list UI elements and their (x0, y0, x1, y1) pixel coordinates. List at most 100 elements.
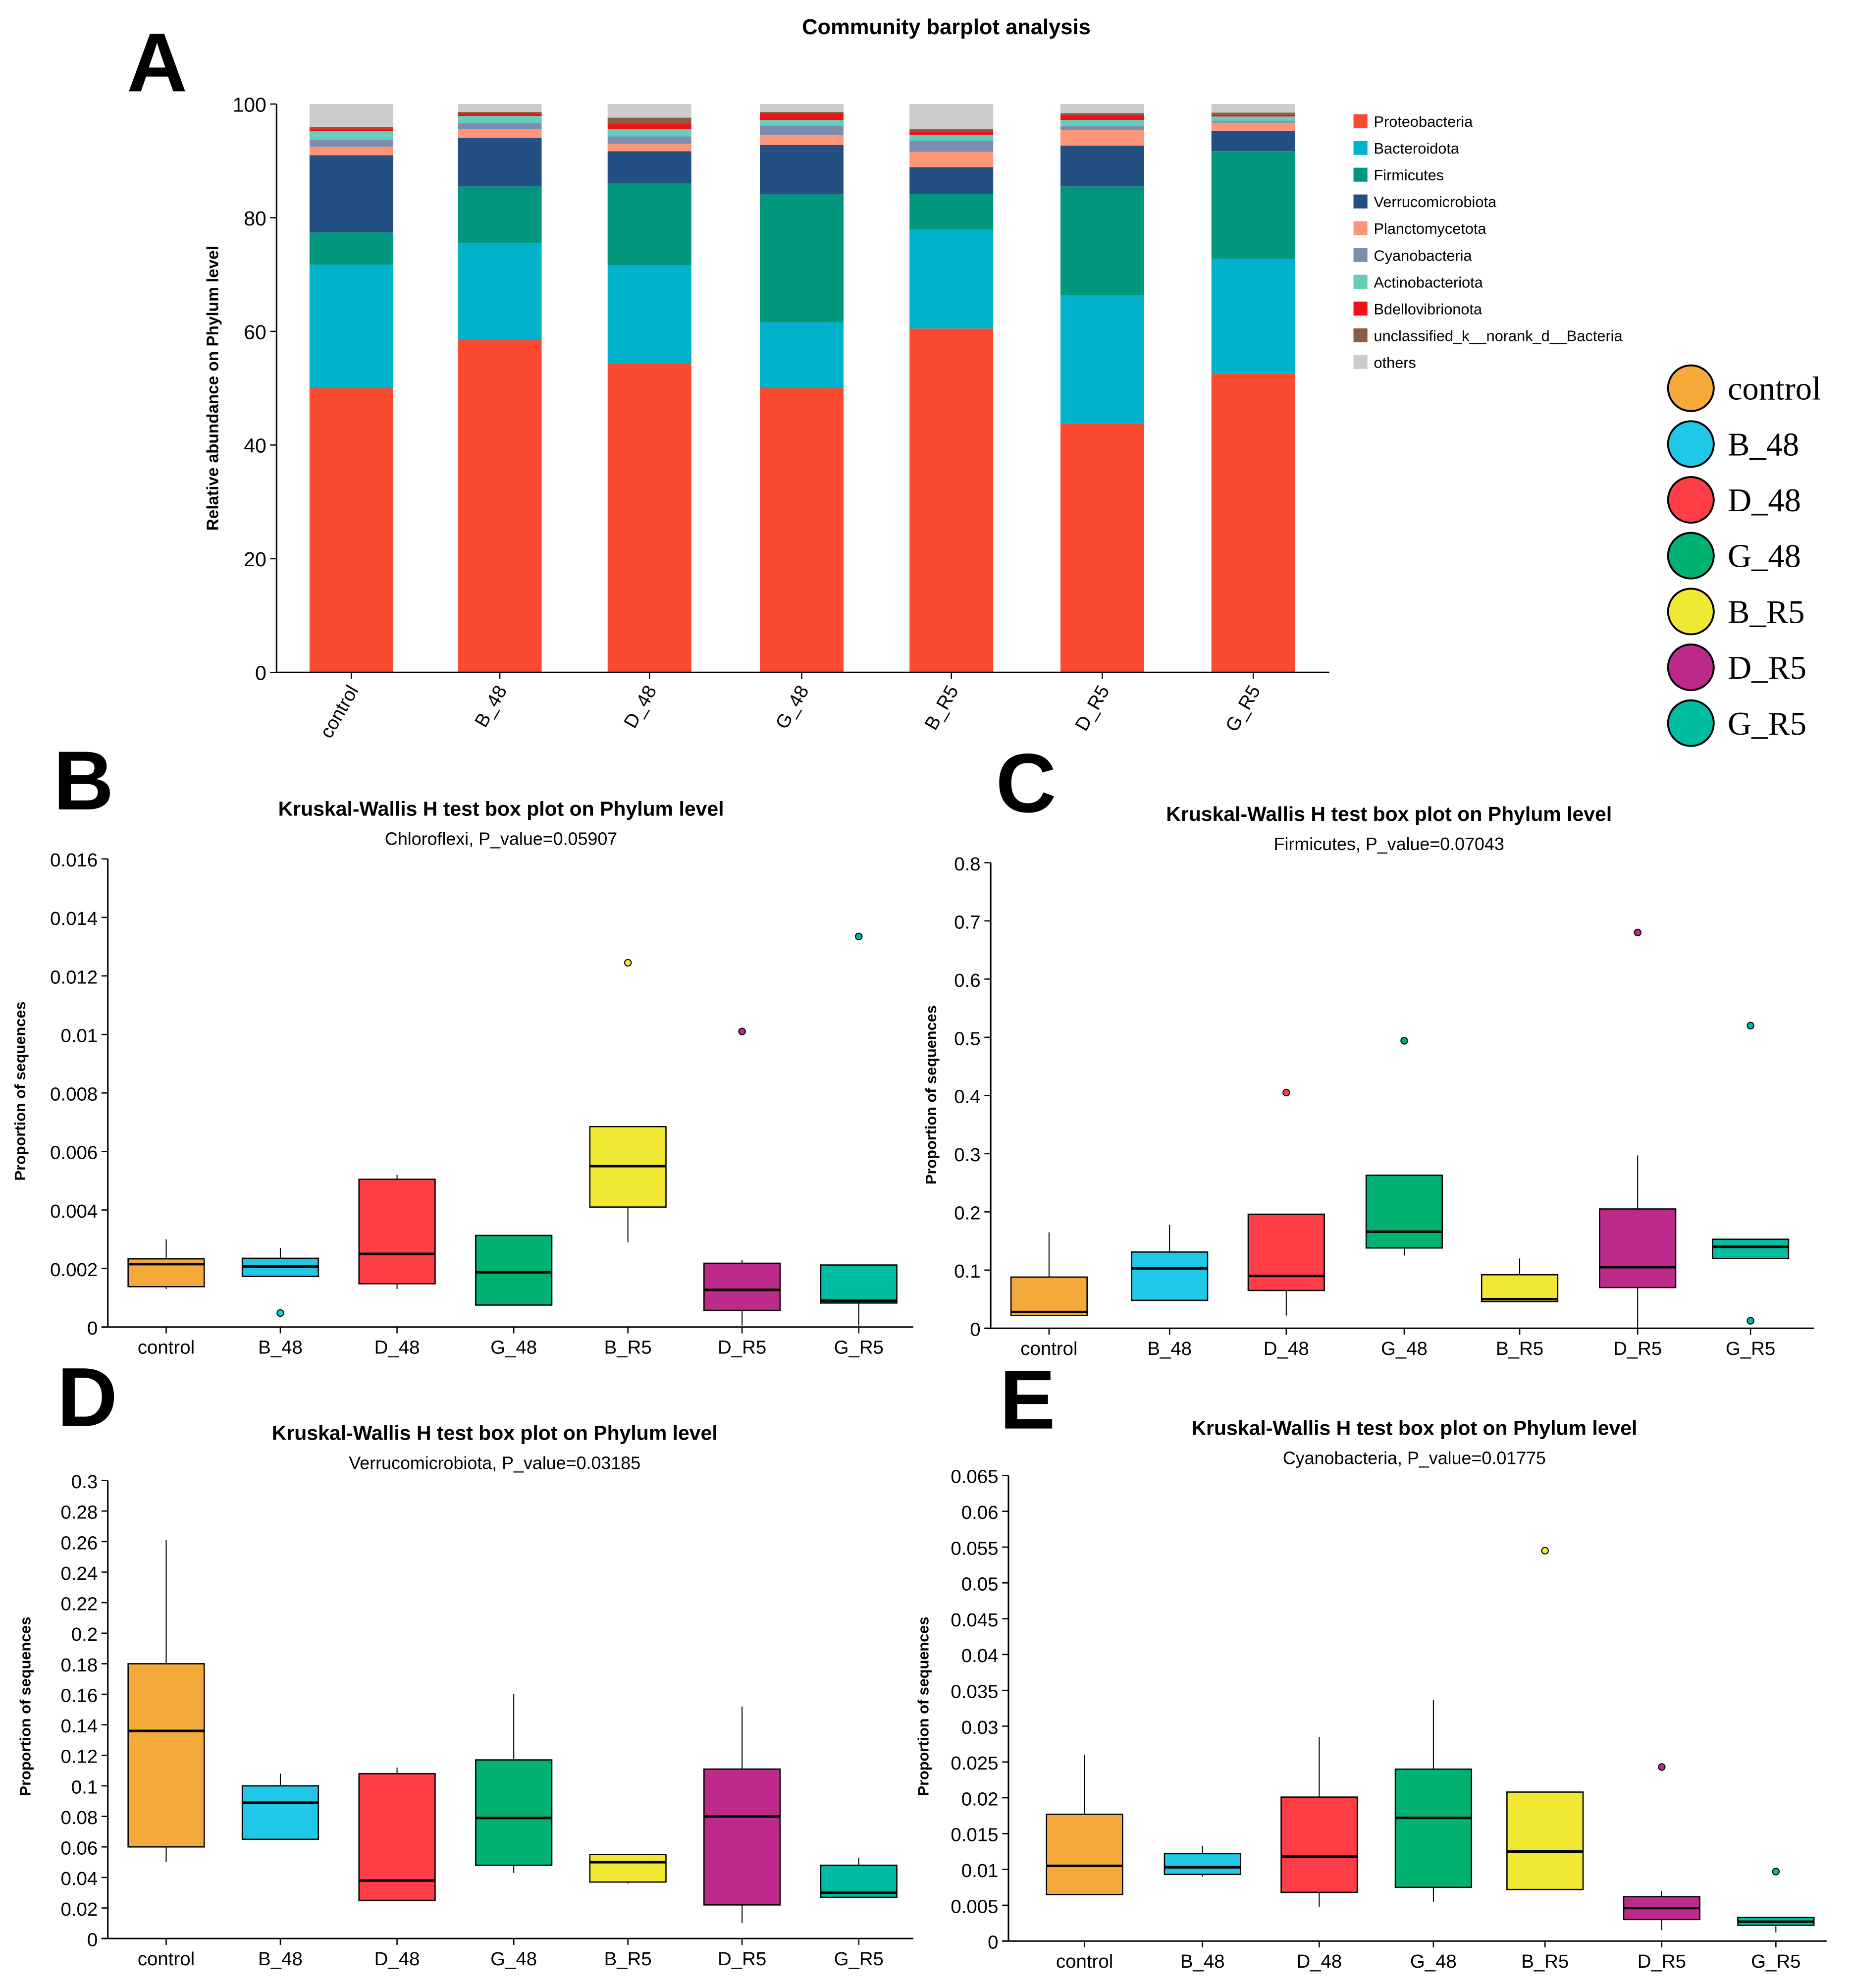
bar-segment-firmicutes (760, 194, 844, 322)
bar-segment-others (607, 104, 691, 118)
bar-segment-cyanobacteria (1060, 126, 1144, 130)
bar-segment-actinobacteriota (1211, 116, 1295, 121)
y-axis-label: Proportion of sequences (922, 1005, 940, 1184)
chart-subtitle: Verrucomicrobiota, P_value=0.03185 (349, 1453, 640, 1473)
y-tick-label: 0.035 (951, 1681, 998, 1703)
y-tick-label: 0.26 (60, 1532, 98, 1554)
legend-swatch (1353, 274, 1368, 289)
outlier-point-g-r5 (1746, 1021, 1754, 1030)
legend-label: Bacteroidota (1374, 140, 1460, 157)
box-d-48 (358, 1179, 436, 1285)
bar-segment-cyanobacteria (1211, 121, 1295, 123)
chart-title: Kruskal-Wallis H test box plot on Phylum… (272, 1422, 718, 1445)
y-tick-label: 20 (244, 548, 266, 571)
x-tick-label: B_R5 (921, 682, 963, 734)
box-control (1010, 1276, 1088, 1316)
outlier-point-d-r5 (738, 1027, 746, 1035)
legend-circle-control (1667, 364, 1715, 412)
x-tick-label: D_48 (1264, 1338, 1309, 1359)
y-tick-label: 0.1 (71, 1776, 98, 1798)
y-tick-label: 0.04 (961, 1645, 999, 1666)
legend-swatch (1353, 194, 1368, 209)
bar-segment-cyanobacteria (309, 140, 393, 147)
x-tick-label: G_R5 (1726, 1338, 1775, 1359)
y-tick-label: 0.1 (954, 1261, 980, 1282)
bar-segment-firmicutes (607, 183, 691, 266)
bar-segment-verrucomicrobiota (1211, 130, 1295, 152)
group-legend-label: D_R5 (1728, 650, 1806, 686)
chart-subtitle: Chloroflexi, P_value=0.05907 (385, 829, 617, 849)
bar-segment-actinobacteriota (760, 120, 844, 126)
box-b-r5 (1506, 1791, 1584, 1890)
x-tick-label: D_48 (374, 1948, 420, 1970)
y-tick-label: 0.025 (951, 1753, 998, 1774)
y-tick-label: 0 (255, 662, 266, 685)
x-tick-label: D_R5 (1613, 1338, 1662, 1359)
y-tick-label: 0.12 (60, 1746, 98, 1768)
bar-segment-cyanobacteria (760, 125, 844, 136)
y-tick-label: 60 (244, 321, 266, 343)
bar-segment-unclassified-k-norank-d-bacteria (1060, 113, 1144, 115)
bar-segment-firmicutes (1211, 151, 1295, 259)
legend-circle-g-48 (1667, 532, 1715, 580)
legend-label: Actinobacteriota (1374, 273, 1483, 291)
y-tick-label: 0.2 (954, 1203, 980, 1224)
x-tick-label: G_48 (1381, 1338, 1428, 1359)
bar-segment-unclassified-k-norank-d-bacteria (309, 126, 393, 129)
chart-subtitle: Cyanobacteria, P_value=0.01775 (1283, 1448, 1546, 1468)
outlier-point-d-r5 (1658, 1763, 1666, 1771)
box-g-48 (1394, 1768, 1472, 1888)
y-tick-label: 0 (988, 1932, 998, 1953)
bar-segment-verrucomicrobiota (909, 167, 994, 194)
y-tick-label: 0.2 (71, 1624, 98, 1645)
bar-segment-proteobacteria (458, 340, 542, 673)
x-tick-label: D_48 (1296, 1951, 1342, 1972)
x-tick-label: D_48 (374, 1337, 420, 1358)
bar-segment-bdellovibrionota (1211, 114, 1295, 117)
box-d-48 (1247, 1213, 1325, 1291)
y-tick-label: 0.002 (50, 1259, 98, 1281)
x-tick-label: control (138, 1948, 195, 1970)
x-tick-label: B_48 (471, 682, 511, 731)
bar-segment-proteobacteria (1060, 423, 1144, 673)
bar-segment-proteobacteria (760, 388, 844, 673)
y-tick-label: 0.04 (60, 1868, 98, 1889)
bar-segment-bdellovibrionota (607, 124, 691, 129)
chart-subtitle: Firmicutes, P_value=0.07043 (1274, 834, 1504, 854)
box-b-48 (241, 1785, 319, 1840)
y-tick-label: 0 (87, 1318, 98, 1339)
y-tick-label: 100 (232, 93, 266, 116)
bar-segment-proteobacteria (1211, 373, 1295, 673)
bar-segment-bacteroidota (1060, 295, 1144, 424)
box-g-48 (1365, 1175, 1443, 1249)
bar-segment-verrucomicrobiota (1060, 145, 1144, 187)
bar-segment-firmicutes (1060, 186, 1144, 296)
y-tick-label: 0.4 (954, 1086, 980, 1108)
bar-segment-verrucomicrobiota (760, 145, 844, 195)
bar-segment-actinobacteriota (458, 116, 542, 124)
y-tick-label: 0.01 (60, 1025, 98, 1046)
x-tick-label: D_R5 (1071, 682, 1113, 735)
bar-segment-planctomycetota (458, 129, 542, 138)
bar-segment-firmicutes (909, 194, 994, 230)
box-b-r5 (589, 1854, 667, 1883)
panel-label-b: B (53, 734, 114, 827)
bar-segment-bdellovibrionota (760, 113, 844, 120)
bar-segment-verrucomicrobiota (607, 151, 691, 184)
x-tick-label: B_R5 (604, 1337, 652, 1358)
bar-segment-planctomycetota (309, 147, 393, 156)
bar-segment-planctomycetota (760, 135, 844, 145)
box-d-r5 (1599, 1208, 1677, 1289)
legend-label: Firmicutes (1374, 166, 1444, 184)
legend-swatch (1353, 328, 1368, 342)
box-control (127, 1663, 205, 1848)
x-tick-label: B_48 (258, 1337, 303, 1358)
outlier-point-g-r5 (855, 932, 863, 940)
bar-segment-unclassified-k-norank-d-bacteria (760, 112, 844, 114)
legend-circle-d-48 (1667, 476, 1715, 524)
bar-segment-others (458, 104, 542, 112)
y-tick-label: 0.3 (954, 1144, 980, 1166)
y-tick-label: 40 (244, 434, 266, 457)
y-tick-label: 0.012 (50, 967, 98, 988)
bar-segment-verrucomicrobiota (458, 138, 542, 187)
